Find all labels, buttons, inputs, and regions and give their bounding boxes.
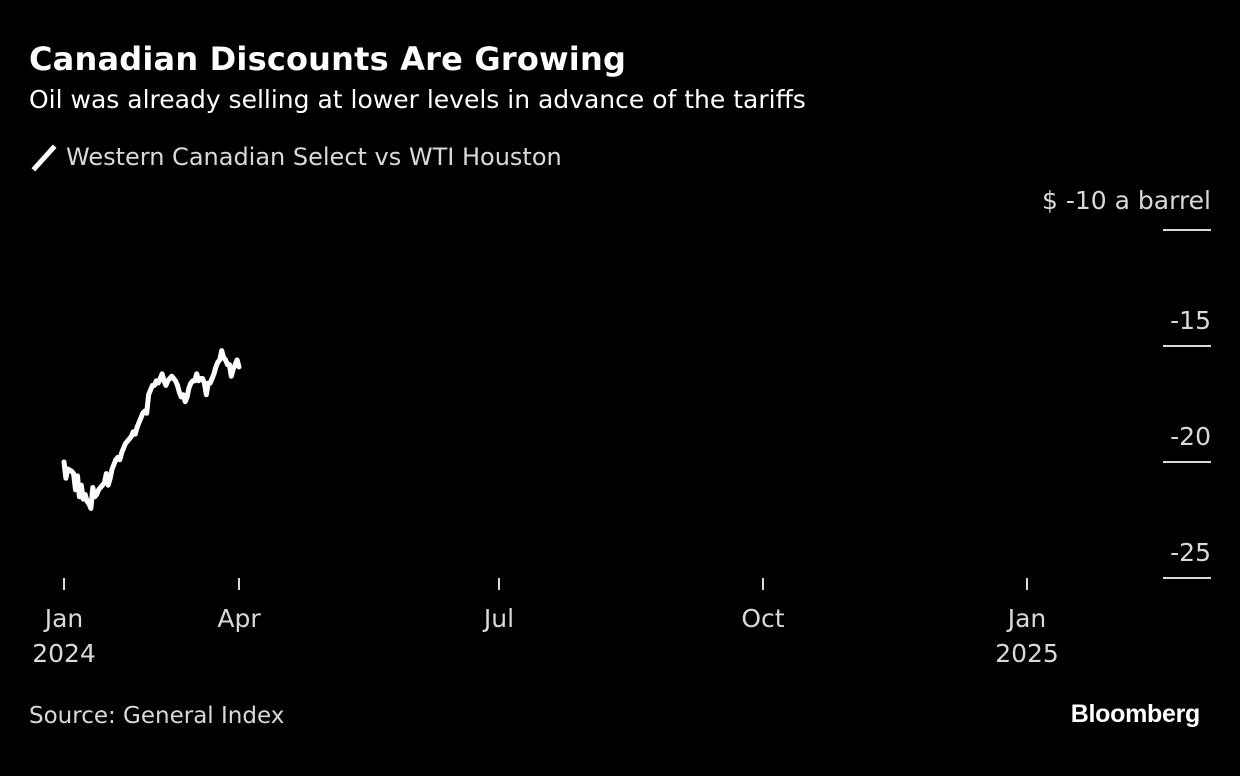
x-tick-year-label: 2024 bbox=[32, 639, 96, 668]
chart-title: Canadian Discounts Are Growing bbox=[29, 40, 627, 78]
series-line-wcs-vs-wti bbox=[61, 348, 242, 511]
legend: Western Canadian Select vs WTI Houston bbox=[29, 142, 562, 172]
x-tick-label: Apr bbox=[217, 604, 261, 633]
legend-line-icon bbox=[29, 142, 59, 172]
chart-subtitle: Oil was already selling at lower levels … bbox=[29, 85, 806, 114]
x-tick-year-label: 2025 bbox=[995, 639, 1059, 668]
y-tick-label: -20 bbox=[1170, 422, 1211, 451]
x-tick-label: Oct bbox=[741, 604, 784, 633]
legend-label: Western Canadian Select vs WTI Houston bbox=[66, 143, 562, 171]
x-axis: Jan 2024 Apr Jul Oct Jan 2025 bbox=[32, 578, 1059, 668]
x-tick-label: Jan bbox=[1006, 604, 1047, 633]
x-tick-label: Jul bbox=[482, 604, 514, 633]
y-tick-label: -15 bbox=[1170, 306, 1211, 335]
bloomberg-logo: Bloomberg bbox=[1070, 700, 1201, 728]
y-axis-unit-label: $ -10 a barrel bbox=[1042, 186, 1211, 215]
y-axis: -15 -20 -25 bbox=[1163, 229, 1211, 579]
y-tick-label: -25 bbox=[1170, 538, 1211, 567]
source-note: Source: General Index bbox=[29, 703, 285, 729]
x-tick-label: Jan bbox=[43, 604, 84, 633]
